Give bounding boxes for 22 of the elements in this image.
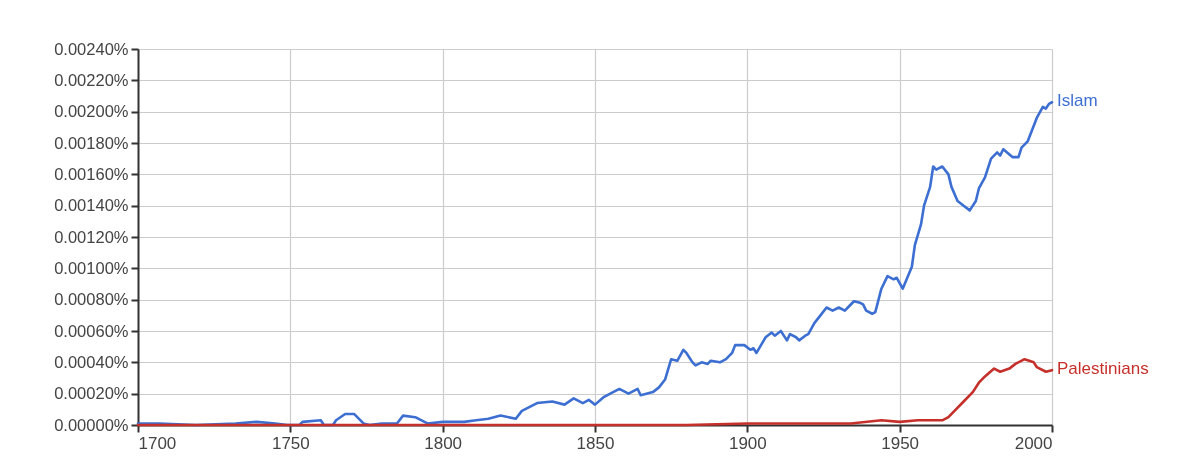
series-label: Islam (1057, 91, 1098, 111)
x-tick-label: 1850 (576, 433, 615, 453)
x-tick-label: 1750 (271, 433, 310, 453)
y-tick-label: 0.00240% (54, 39, 129, 58)
y-tick-label: 0.00020% (54, 384, 129, 403)
x-tick-label: 2000 (1014, 433, 1053, 453)
y-tick-label: 0.00160% (54, 164, 129, 183)
y-tick-label: 0.00100% (54, 258, 129, 277)
y-tick-label: 0.00140% (54, 196, 129, 215)
y-tick-label: 0.00200% (54, 102, 129, 121)
x-tick-label: 1800 (424, 433, 463, 453)
x-tick-label: 1700 (138, 433, 177, 453)
y-tick-label: 0.00220% (54, 70, 129, 89)
y-tick-label: 0.00040% (54, 352, 129, 371)
x-tick-label: 1950 (881, 433, 920, 453)
x-tick-label: 1900 (728, 433, 767, 453)
y-tick-label: 0.00120% (54, 227, 129, 246)
y-tick-label: 0.00060% (54, 321, 129, 340)
y-tick-label: 0.00000% (54, 415, 129, 434)
y-tick-label: 0.00080% (54, 290, 129, 309)
y-tick-label: 0.00180% (54, 133, 129, 152)
series-label: Palestinians (1057, 359, 1149, 379)
